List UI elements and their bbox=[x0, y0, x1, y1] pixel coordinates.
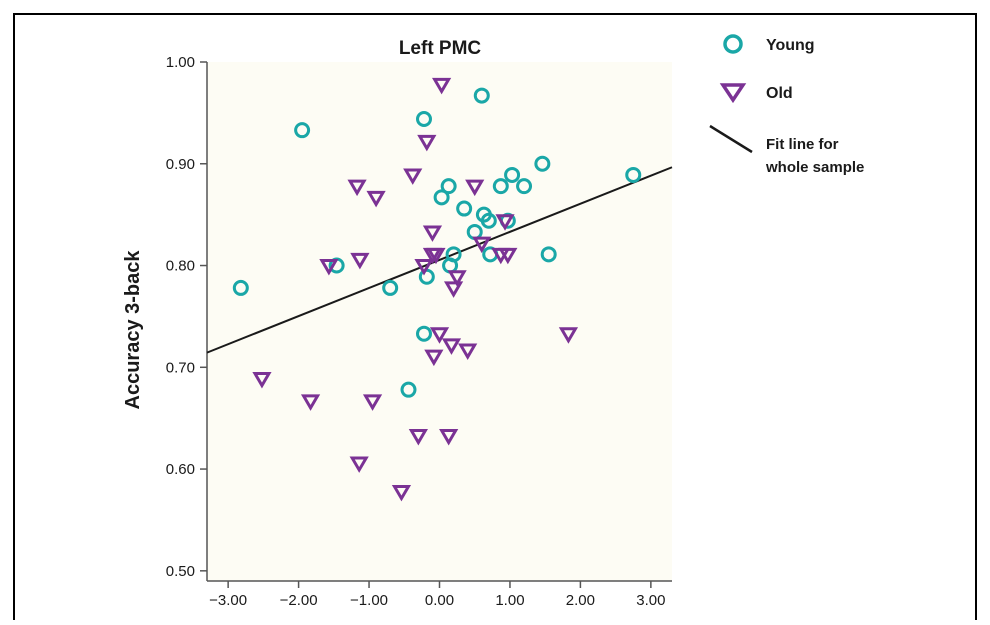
legend-fit-line-label-line2: whole sample bbox=[765, 159, 864, 176]
point-old bbox=[465, 179, 485, 197]
point-old bbox=[429, 327, 450, 344]
point-old bbox=[347, 179, 367, 197]
point-young bbox=[416, 325, 432, 342]
point-old bbox=[447, 270, 467, 287]
point-young bbox=[294, 122, 311, 139]
x-tick-label: −3.00 bbox=[209, 592, 247, 609]
point-young bbox=[232, 279, 249, 296]
point-young bbox=[440, 178, 457, 195]
y-tick-label: 0.50 bbox=[166, 563, 195, 580]
x-tick-label: −2.00 bbox=[280, 592, 318, 609]
point-young bbox=[516, 178, 533, 195]
point-old bbox=[472, 236, 492, 254]
point-old bbox=[422, 225, 443, 242]
legend-old-label: Old bbox=[766, 85, 793, 102]
legend-fit-line-label: Fit line for whole sample bbox=[765, 136, 864, 176]
point-old bbox=[414, 259, 434, 276]
point-old bbox=[366, 190, 386, 208]
y-tick-label: 1.00 bbox=[166, 54, 195, 71]
point-young bbox=[473, 87, 490, 104]
data-points bbox=[232, 77, 642, 502]
y-tick-label: 0.90 bbox=[166, 156, 195, 173]
legend-fit-line-label-line1: Fit line for bbox=[766, 136, 839, 153]
y-axis-label: Accuracy 3-back bbox=[122, 250, 144, 410]
point-old bbox=[403, 168, 423, 185]
legend-young-label: Young bbox=[766, 37, 815, 54]
legend: Young Old Fit line for whole sample bbox=[709, 34, 864, 176]
point-young bbox=[492, 178, 509, 195]
point-old bbox=[458, 343, 478, 360]
point-old bbox=[349, 456, 369, 473]
point-young bbox=[534, 155, 551, 172]
point-young bbox=[433, 189, 450, 206]
legend-fit-line-marker bbox=[709, 124, 753, 154]
plot-area bbox=[207, 62, 672, 581]
legend-young-marker bbox=[723, 34, 743, 54]
point-old bbox=[417, 134, 437, 152]
point-old bbox=[350, 252, 370, 270]
y-ticks: 0.50 0.60 0.70 0.80 0.90 1.00 bbox=[166, 54, 207, 580]
point-old bbox=[362, 394, 383, 411]
point-young bbox=[480, 212, 497, 229]
x-tick-label: −1.00 bbox=[350, 592, 388, 609]
point-old bbox=[432, 77, 452, 95]
point-young bbox=[382, 279, 399, 296]
point-old bbox=[319, 259, 339, 276]
chart-title: Left PMC bbox=[399, 38, 482, 59]
point-young bbox=[625, 166, 642, 183]
point-old bbox=[495, 214, 515, 231]
point-old bbox=[441, 338, 462, 355]
point-old bbox=[426, 247, 446, 265]
point-old bbox=[300, 394, 321, 411]
point-old bbox=[408, 428, 428, 446]
point-young bbox=[416, 110, 432, 127]
legend-old-marker bbox=[719, 83, 747, 104]
fit-line bbox=[206, 166, 673, 354]
y-tick-label: 0.70 bbox=[166, 359, 195, 376]
x-tick-label: 1.00 bbox=[495, 592, 524, 609]
point-young bbox=[540, 246, 557, 263]
point-young bbox=[400, 381, 417, 398]
point-old bbox=[439, 428, 459, 446]
x-tick-label: 3.00 bbox=[636, 592, 665, 609]
point-old bbox=[443, 281, 464, 298]
y-tick-label: 0.80 bbox=[166, 258, 195, 275]
point-old bbox=[252, 371, 272, 389]
point-old bbox=[498, 247, 518, 265]
point-young bbox=[456, 200, 473, 217]
point-young bbox=[504, 166, 521, 183]
x-tick-label: 0.00 bbox=[425, 592, 454, 609]
y-tick-label: 0.60 bbox=[166, 461, 195, 478]
point-old bbox=[424, 349, 444, 367]
point-old bbox=[391, 484, 412, 502]
x-tick-label: 2.00 bbox=[566, 592, 595, 609]
point-old bbox=[558, 327, 579, 344]
x-ticks: −3.00 −2.00 −1.00 0.00 1.00 2.00 3.00 bbox=[209, 581, 665, 609]
